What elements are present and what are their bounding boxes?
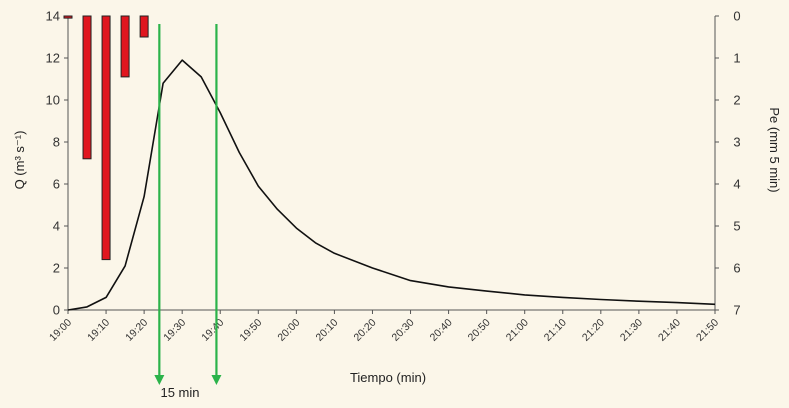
right-tick-label: 1: [733, 51, 740, 66]
left-tick-label: 6: [53, 177, 60, 192]
left-tick-label: 12: [46, 51, 60, 66]
left-tick-label: 0: [53, 303, 60, 318]
right-tick-label: 3: [733, 135, 740, 150]
x-tick-label: 20:20: [352, 317, 379, 344]
x-tick-label: 20:40: [428, 317, 455, 344]
right-tick-label: 0: [733, 9, 740, 24]
precipitation-bar: [82, 15, 92, 160]
x-tick-label: 19:10: [85, 317, 112, 344]
left-tick-label: 14: [46, 9, 60, 24]
x-tick-label: 20:50: [466, 317, 493, 344]
x-tick-label: 21:10: [542, 317, 569, 344]
span-annotation-label: 15 min: [160, 385, 199, 400]
precipitation-bar: [120, 15, 130, 78]
discharge-line: [67, 59, 716, 311]
right-tick-label: 4: [733, 177, 740, 192]
precipitation-bars: [63, 15, 149, 261]
x-tick-label: 19:30: [161, 317, 188, 344]
x-tick-label: 19:00: [47, 317, 74, 344]
precipitation-bar: [139, 15, 149, 38]
arrow-head: [211, 375, 222, 385]
left-tick-label: 10: [46, 93, 60, 108]
right-tick-label: 2: [733, 93, 740, 108]
left-tick-label: 8: [53, 135, 60, 150]
x-tick-label: 21:40: [656, 317, 683, 344]
discharge-curve: [67, 59, 716, 311]
labels: Tiempo (min) Q (m³ s⁻¹) Pe (mm 5 min) 15…: [12, 107, 782, 400]
right-tick-label: 6: [733, 261, 740, 276]
x-tick-label: 19:20: [123, 317, 150, 344]
precipitation-bar: [101, 15, 111, 261]
x-tick-label: 21:20: [580, 317, 607, 344]
x-axis-label: Tiempo (min): [350, 370, 426, 385]
right-tick-label: 5: [733, 219, 740, 234]
x-tick-label: 19:40: [199, 317, 226, 344]
x-tick-label: 21:50: [694, 317, 721, 344]
x-tick-label: 19:50: [237, 317, 264, 344]
x-tick-label: 21:30: [618, 317, 645, 344]
right-y-axis-label: Pe (mm 5 min): [767, 107, 782, 192]
x-tick-label: 20:30: [390, 317, 417, 344]
x-tick-label: 21:00: [504, 317, 531, 344]
left-y-axis-label: Q (m³ s⁻¹): [12, 131, 27, 190]
x-tick-label: 20:00: [275, 317, 302, 344]
left-tick-label: 4: [53, 219, 60, 234]
x-tick-label: 20:10: [313, 317, 340, 344]
arrow-head: [154, 375, 165, 385]
time-arrows: [154, 24, 222, 385]
precipitation-bar: [63, 15, 73, 19]
right-tick-label: 7: [733, 303, 740, 318]
left-tick-label: 2: [53, 261, 60, 276]
